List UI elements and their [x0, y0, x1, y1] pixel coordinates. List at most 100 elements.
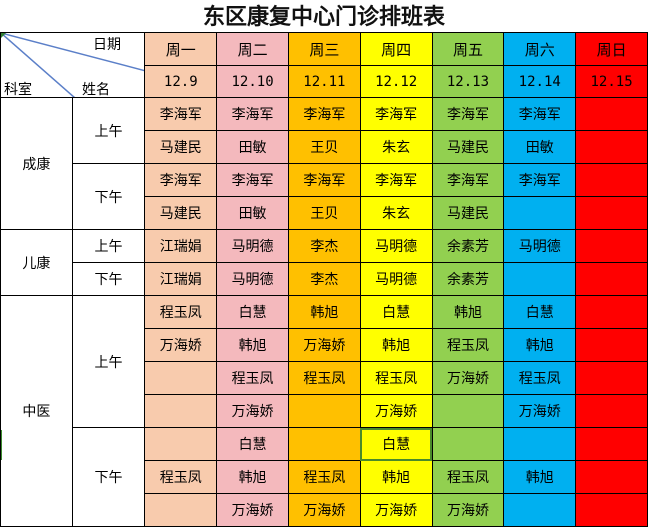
staff-cell[interactable]: [575, 229, 648, 263]
staff-cell[interactable]: 程玉凤: [359, 361, 433, 395]
weekday-header[interactable]: 周六: [503, 32, 577, 66]
staff-cell[interactable]: [144, 394, 218, 428]
staff-cell[interactable]: 余素芳: [431, 229, 505, 263]
staff-cell[interactable]: 田敏: [503, 130, 577, 164]
date-header[interactable]: 12.10: [216, 65, 289, 98]
staff-cell[interactable]: 马建民: [144, 130, 218, 164]
staff-cell[interactable]: 马明德: [503, 229, 577, 263]
staff-cell[interactable]: [575, 460, 648, 494]
staff-cell[interactable]: 江瑞娟: [144, 262, 218, 296]
staff-cell[interactable]: 万海娇: [359, 493, 433, 527]
staff-cell[interactable]: 余素芳: [431, 262, 505, 296]
staff-cell[interactable]: [431, 427, 505, 461]
staff-cell[interactable]: 李海军: [359, 97, 433, 131]
weekday-header[interactable]: 周日: [575, 32, 648, 66]
weekday-header[interactable]: 周三: [287, 32, 361, 66]
staff-cell[interactable]: 李海军: [359, 163, 433, 197]
corner-header-cell[interactable]: 日期 科室 姓名: [0, 32, 146, 98]
staff-cell[interactable]: 马明德: [359, 262, 433, 296]
weekday-header[interactable]: 周一: [144, 32, 218, 66]
staff-cell[interactable]: 万海娇: [144, 328, 218, 362]
staff-cell[interactable]: [144, 361, 218, 395]
staff-cell[interactable]: 白慧: [216, 295, 289, 329]
staff-cell[interactable]: [575, 295, 648, 329]
staff-cell[interactable]: 李海军: [287, 163, 361, 197]
staff-cell[interactable]: [503, 262, 577, 296]
staff-cell[interactable]: 王贝: [287, 130, 361, 164]
staff-cell[interactable]: [503, 493, 577, 527]
staff-cell[interactable]: [575, 493, 648, 527]
staff-cell[interactable]: 程玉凤: [144, 460, 218, 494]
staff-cell[interactable]: 马建民: [431, 196, 505, 230]
weekday-header[interactable]: 周二: [216, 32, 289, 66]
date-header[interactable]: 12.12: [359, 65, 433, 98]
staff-cell[interactable]: [575, 328, 648, 362]
staff-cell[interactable]: 朱玄: [359, 130, 433, 164]
shift-cell[interactable]: 上午: [71, 97, 146, 164]
shift-cell[interactable]: 下午: [71, 163, 146, 230]
staff-cell[interactable]: [503, 196, 577, 230]
staff-cell[interactable]: [575, 130, 648, 164]
staff-cell[interactable]: 白慧: [359, 427, 433, 461]
staff-cell[interactable]: 万海娇: [216, 493, 289, 527]
staff-cell[interactable]: 白慧: [503, 295, 577, 329]
staff-cell[interactable]: 李杰: [287, 262, 361, 296]
weekday-header[interactable]: 周五: [431, 32, 505, 66]
staff-cell[interactable]: 王贝: [287, 196, 361, 230]
staff-cell[interactable]: [575, 262, 648, 296]
date-header[interactable]: 12.11: [287, 65, 361, 98]
staff-cell[interactable]: 韩旭: [287, 295, 361, 329]
staff-cell[interactable]: 马建民: [431, 130, 505, 164]
staff-cell[interactable]: 田敏: [216, 196, 289, 230]
date-header[interactable]: 12.14: [503, 65, 577, 98]
staff-cell[interactable]: 李杰: [287, 229, 361, 263]
staff-cell[interactable]: 万海娇: [287, 493, 361, 527]
department-cell[interactable]: 中医: [0, 295, 73, 527]
department-cell[interactable]: 儿康: [0, 229, 73, 296]
staff-cell[interactable]: 李海军: [503, 163, 577, 197]
staff-cell[interactable]: 韩旭: [431, 295, 505, 329]
staff-cell[interactable]: 万海娇: [431, 493, 505, 527]
staff-cell[interactable]: 李海军: [144, 163, 218, 197]
staff-cell[interactable]: [503, 427, 577, 461]
staff-cell[interactable]: 韩旭: [503, 460, 577, 494]
staff-cell[interactable]: 韩旭: [359, 328, 433, 362]
date-header[interactable]: 12.13: [431, 65, 505, 98]
weekday-header[interactable]: 周四: [359, 32, 433, 66]
staff-cell[interactable]: [144, 427, 218, 461]
date-header[interactable]: 12.9: [144, 65, 218, 98]
staff-cell[interactable]: [287, 427, 361, 461]
staff-cell[interactable]: 万海娇: [359, 394, 433, 428]
staff-cell[interactable]: [575, 196, 648, 230]
staff-cell[interactable]: 程玉凤: [503, 361, 577, 395]
staff-cell[interactable]: 马建民: [144, 196, 218, 230]
staff-cell[interactable]: [575, 394, 648, 428]
staff-cell[interactable]: 田敏: [216, 130, 289, 164]
staff-cell[interactable]: 马明德: [216, 229, 289, 263]
staff-cell[interactable]: 马明德: [216, 262, 289, 296]
staff-cell[interactable]: 韩旭: [503, 328, 577, 362]
staff-cell[interactable]: [431, 394, 505, 428]
staff-cell[interactable]: 江瑞娟: [144, 229, 218, 263]
staff-cell[interactable]: 程玉凤: [431, 328, 505, 362]
staff-cell[interactable]: 韩旭: [359, 460, 433, 494]
staff-cell[interactable]: 程玉凤: [287, 361, 361, 395]
staff-cell[interactable]: 韩旭: [216, 460, 289, 494]
staff-cell[interactable]: 韩旭: [216, 328, 289, 362]
staff-cell[interactable]: 李海军: [216, 97, 289, 131]
staff-cell[interactable]: 白慧: [216, 427, 289, 461]
staff-cell[interactable]: [287, 394, 361, 428]
staff-cell[interactable]: 马明德: [359, 229, 433, 263]
staff-cell[interactable]: 程玉凤: [144, 295, 218, 329]
staff-cell[interactable]: 李海军: [287, 97, 361, 131]
staff-cell[interactable]: 程玉凤: [431, 460, 505, 494]
staff-cell[interactable]: 万海娇: [216, 394, 289, 428]
staff-cell[interactable]: 万海娇: [287, 328, 361, 362]
staff-cell[interactable]: 万海娇: [431, 361, 505, 395]
staff-cell[interactable]: 李海军: [431, 97, 505, 131]
staff-cell[interactable]: 程玉凤: [216, 361, 289, 395]
staff-cell[interactable]: 白慧: [359, 295, 433, 329]
shift-cell[interactable]: 下午: [71, 427, 146, 527]
staff-cell[interactable]: 程玉凤: [287, 460, 361, 494]
shift-cell[interactable]: 下午: [71, 262, 146, 296]
